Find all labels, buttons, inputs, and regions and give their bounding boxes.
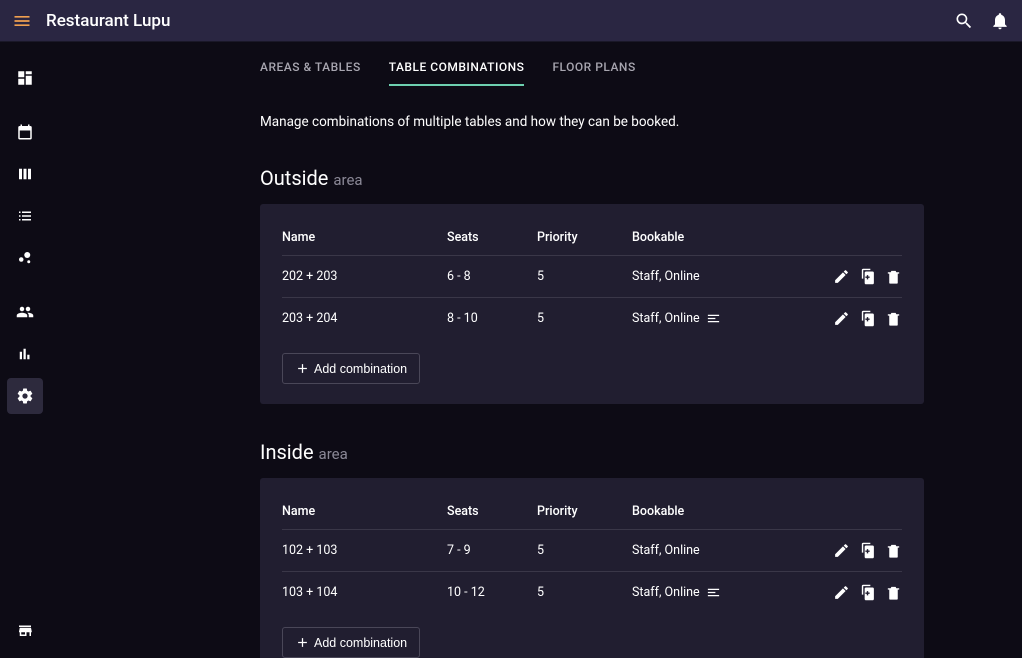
sidebar — [0, 42, 50, 658]
add-combination-button[interactable]: Add combination — [282, 627, 420, 658]
edit-icon[interactable] — [833, 584, 850, 601]
search-icon[interactable] — [954, 11, 974, 31]
sidebar-item-store[interactable] — [7, 612, 43, 648]
cell-priority: 5 — [537, 298, 632, 340]
sidebar-item-list[interactable] — [7, 198, 43, 234]
col-priority: Priority — [537, 222, 632, 256]
sidebar-item-bubble[interactable] — [7, 240, 43, 276]
edit-icon[interactable] — [833, 542, 850, 559]
area-title: Outside area — [260, 166, 924, 190]
topbar: Restaurant Lupu — [0, 0, 1022, 42]
page-description: Manage combinations of multiple tables a… — [50, 86, 1022, 130]
tab-floor-plans[interactable]: FLOOR PLANS — [552, 54, 635, 86]
add-combination-label: Add combination — [314, 636, 407, 650]
cell-bookable: Staff, Online — [632, 298, 812, 340]
cell-priority: 5 — [537, 572, 632, 614]
add-combination-button[interactable]: Add combination — [282, 353, 420, 384]
cell-seats: 6 - 8 — [447, 256, 537, 298]
cell-name: 102 + 103 — [282, 530, 447, 572]
col-bookable: Bookable — [632, 222, 812, 256]
table-row: 102 + 103 7 - 9 5 Staff, Online — [282, 530, 902, 572]
sidebar-item-calendar[interactable] — [7, 114, 43, 150]
cell-priority: 5 — [537, 530, 632, 572]
tab-table-combinations[interactable]: TABLE COMBINATIONS — [389, 54, 525, 86]
delete-icon[interactable] — [885, 584, 902, 601]
sidebar-item-settings[interactable] — [7, 378, 43, 414]
col-seats: Seats — [447, 496, 537, 530]
area-panel: Name Seats Priority Bookable 102 + 103 7… — [260, 478, 924, 658]
delete-icon[interactable] — [885, 542, 902, 559]
cell-bookable: Staff, Online — [632, 572, 812, 614]
col-name: Name — [282, 222, 447, 256]
app-title: Restaurant Lupu — [46, 11, 170, 31]
cell-seats: 10 - 12 — [447, 572, 537, 614]
delete-icon[interactable] — [885, 310, 902, 327]
area-suffix: area — [319, 445, 348, 463]
col-priority: Priority — [537, 496, 632, 530]
col-seats: Seats — [447, 222, 537, 256]
cell-name: 203 + 204 — [282, 298, 447, 340]
cell-name: 202 + 203 — [282, 256, 447, 298]
sidebar-item-people[interactable] — [7, 294, 43, 330]
area-name: Inside — [260, 440, 314, 464]
table-row: 202 + 203 6 - 8 5 Staff, Online — [282, 256, 902, 298]
duplicate-icon[interactable] — [859, 584, 876, 601]
combinations-table: Name Seats Priority Bookable 102 + 103 7… — [282, 496, 902, 613]
cell-priority: 5 — [537, 256, 632, 298]
add-combination-label: Add combination — [314, 362, 407, 376]
table-row: 203 + 204 8 - 10 5 Staff, Online — [282, 298, 902, 340]
sidebar-item-analytics[interactable] — [7, 336, 43, 372]
col-bookable: Bookable — [632, 496, 812, 530]
area-title: Inside area — [260, 440, 924, 464]
menu-icon[interactable] — [12, 11, 32, 31]
area-section: Inside area Name Seats Priority Bookable… — [50, 404, 924, 658]
bell-icon[interactable] — [990, 11, 1010, 31]
cell-bookable: Staff, Online — [632, 256, 812, 298]
duplicate-icon[interactable] — [859, 310, 876, 327]
cell-bookable: Staff, Online — [632, 530, 812, 572]
area-name: Outside — [260, 166, 328, 190]
duplicate-icon[interactable] — [859, 268, 876, 285]
edit-icon[interactable] — [833, 268, 850, 285]
area-section: Outside area Name Seats Priority Bookabl… — [50, 130, 924, 404]
delete-icon[interactable] — [885, 268, 902, 285]
edit-icon[interactable] — [833, 310, 850, 327]
col-name: Name — [282, 496, 447, 530]
cell-seats: 7 - 9 — [447, 530, 537, 572]
sidebar-item-columns[interactable] — [7, 156, 43, 192]
sidebar-item-dashboard[interactable] — [7, 60, 43, 96]
tab-areas-tables[interactable]: AREAS & TABLES — [260, 54, 361, 86]
combinations-table: Name Seats Priority Bookable 202 + 203 6… — [282, 222, 902, 339]
area-panel: Name Seats Priority Bookable 202 + 203 6… — [260, 204, 924, 404]
duplicate-icon[interactable] — [859, 542, 876, 559]
table-row: 103 + 104 10 - 12 5 Staff, Online — [282, 572, 902, 614]
cell-name: 103 + 104 — [282, 572, 447, 614]
notes-icon — [706, 311, 721, 326]
tabs: AREAS & TABLES TABLE COMBINATIONS FLOOR … — [50, 42, 1022, 86]
cell-seats: 8 - 10 — [447, 298, 537, 340]
main-content: AREAS & TABLES TABLE COMBINATIONS FLOOR … — [50, 42, 1022, 658]
area-suffix: area — [333, 171, 362, 189]
notes-icon — [706, 585, 721, 600]
